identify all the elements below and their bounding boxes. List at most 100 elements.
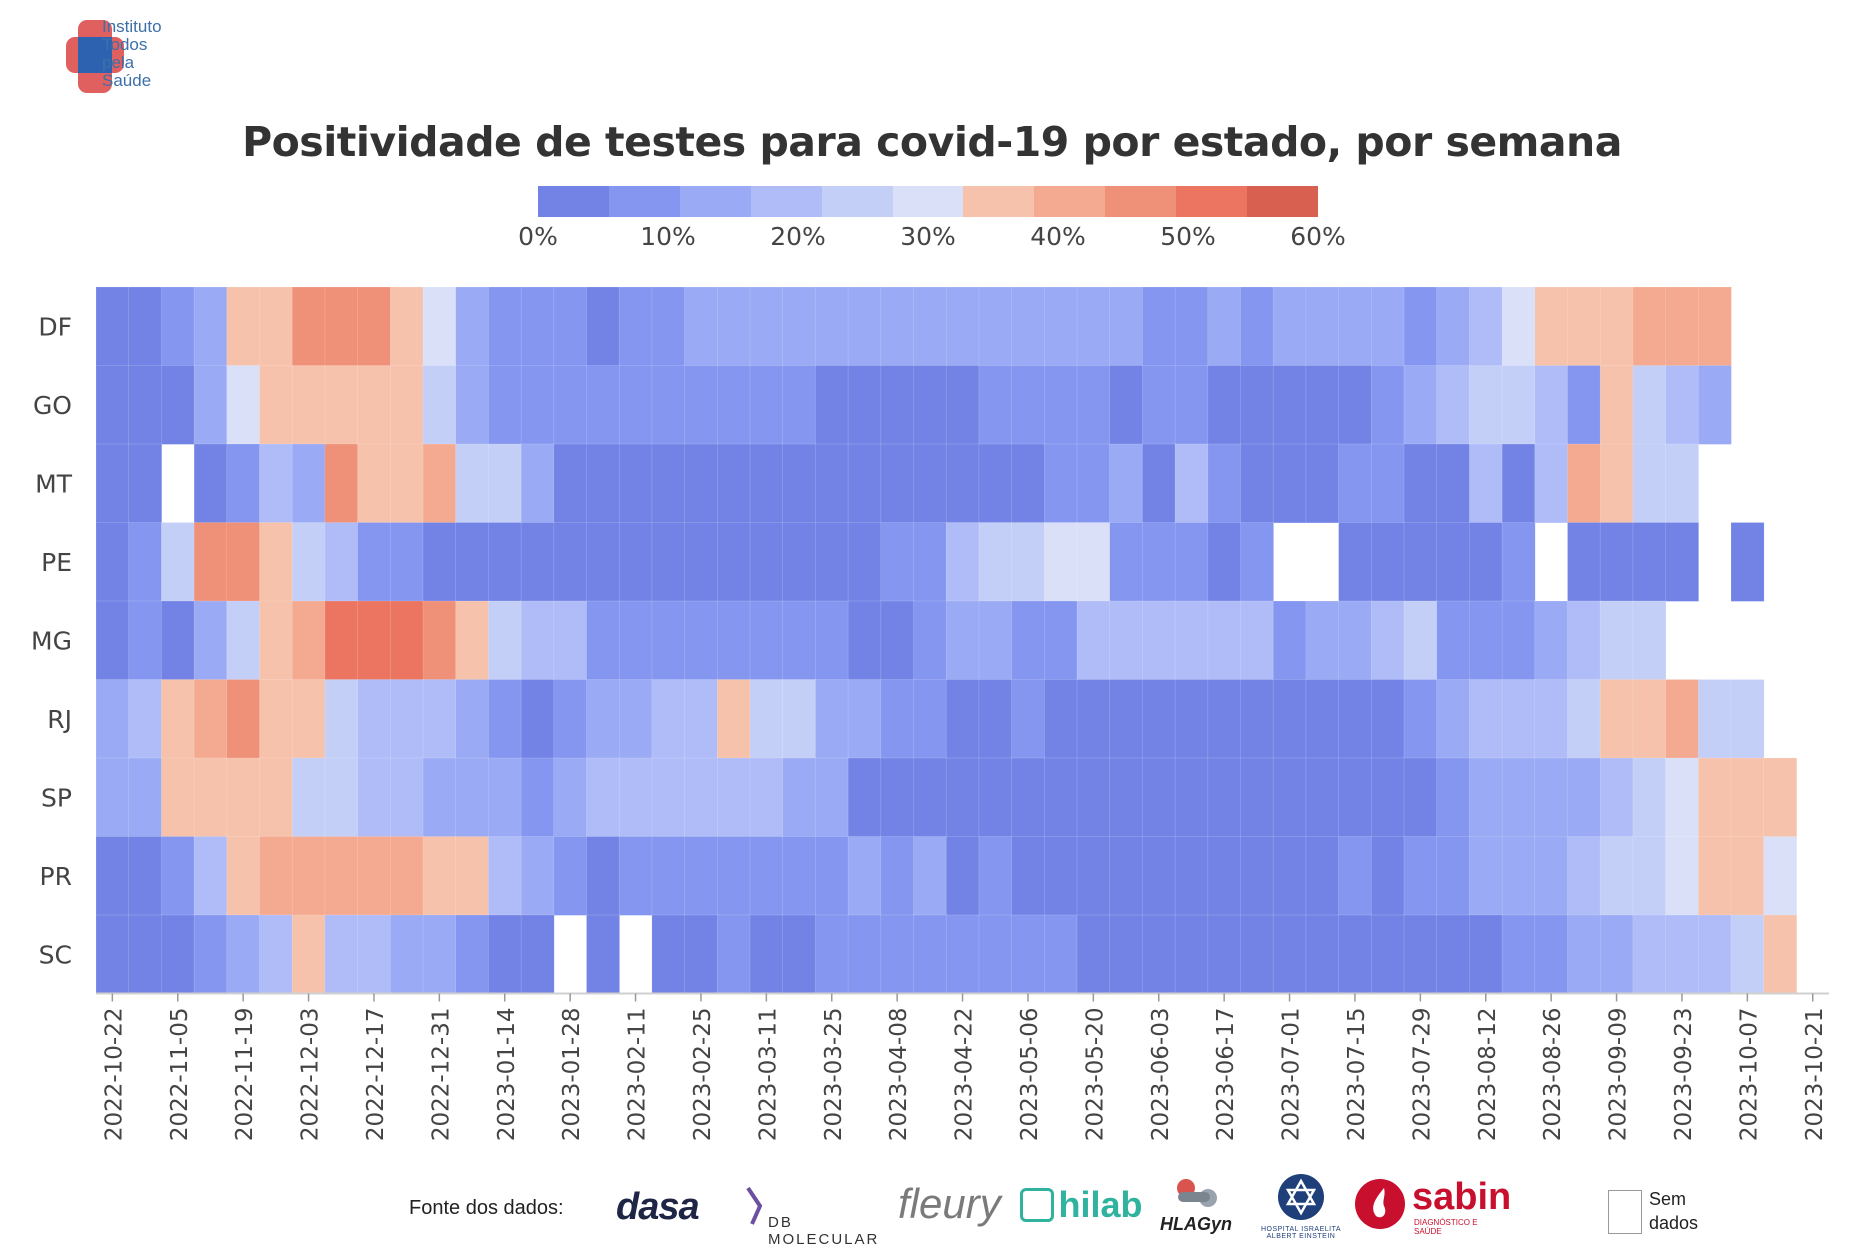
heatmap-cell	[357, 679, 392, 759]
heatmap-cell	[1436, 522, 1471, 602]
heatmap-cell	[1174, 757, 1209, 838]
heatmap-cell	[1174, 443, 1209, 524]
heatmap-cell	[128, 836, 163, 916]
heatmap-cell	[1207, 836, 1242, 916]
heatmap-cell	[455, 679, 490, 759]
x-tick-label: 2023-08-12	[1475, 1008, 1501, 1142]
heatmap-cell	[1011, 757, 1045, 838]
heatmap-cell	[1338, 600, 1372, 681]
heatmap-cell	[1501, 914, 1536, 995]
heatmap-cell	[389, 757, 424, 838]
heatmap-cell	[226, 836, 261, 916]
heatmap-cell	[1142, 286, 1176, 367]
heatmap-cell	[1371, 600, 1405, 681]
heatmap-cell	[945, 600, 980, 681]
instituto-todos-pela-saude-logo	[66, 20, 124, 93]
heatmap-cell	[553, 443, 588, 524]
heatmap-cell	[1142, 757, 1176, 838]
heatmap-cell	[128, 914, 163, 995]
heatmap-cell	[1599, 522, 1634, 602]
heatmap-cell	[1272, 600, 1307, 681]
heatmap-cell	[553, 600, 588, 681]
heatmap-cell	[357, 757, 392, 838]
heatmap-cell	[1044, 757, 1078, 838]
heatmap-cell	[128, 522, 163, 602]
x-tick-label: 2022-12-31	[428, 1008, 454, 1142]
heatmap-cell	[422, 600, 457, 681]
colorbar-tick-label: 60%	[1290, 222, 1346, 251]
heatmap-cell	[749, 836, 784, 916]
x-tick-label: 2023-02-11	[625, 1008, 651, 1142]
heatmap-cell	[716, 443, 751, 524]
heatmap-cell	[291, 757, 326, 838]
colorbar-segment	[892, 186, 964, 217]
heatmap-cell	[1371, 365, 1405, 445]
heatmap-cell	[1665, 836, 1699, 916]
heatmap-cell	[259, 679, 293, 759]
star-of-david-icon	[1278, 1174, 1324, 1220]
heatmap-cell	[782, 443, 817, 524]
heatmap-cell	[291, 679, 326, 759]
heatmap-cell	[226, 757, 261, 838]
heatmap-cell	[1436, 914, 1471, 995]
heatmap-cell	[161, 914, 195, 995]
heatmap-cell	[1665, 286, 1699, 367]
heatmap-cell	[1109, 365, 1144, 445]
heatmap-cell	[291, 443, 326, 524]
heatmap-cell	[1599, 836, 1634, 916]
heatmap-cell	[651, 286, 686, 367]
heatmap-cell	[880, 914, 915, 995]
heatmap-cell	[1501, 600, 1536, 681]
heatmap-cell	[1665, 757, 1699, 838]
heatmap-cell	[1534, 757, 1569, 838]
heatmap-cell	[1305, 914, 1340, 995]
heatmap-cell	[815, 600, 849, 681]
x-tick-label: 2022-10-22	[101, 1008, 127, 1142]
colorbar-segment	[1247, 186, 1318, 217]
heatmap-cell	[847, 443, 882, 524]
heatmap-cell	[1632, 836, 1667, 916]
heatmap-cell	[1109, 522, 1144, 602]
heatmap-cell	[193, 914, 228, 995]
heatmap-cell	[1142, 914, 1176, 995]
colorbar-segment	[608, 186, 680, 217]
heatmap-cell	[95, 286, 130, 367]
heatmap-cell	[1240, 679, 1274, 759]
heatmap-cell	[945, 365, 980, 445]
heatmap-cell	[1240, 836, 1274, 916]
heatmap-cell	[815, 757, 849, 838]
heatmap-cell	[259, 836, 293, 916]
heatmap-cell	[1371, 443, 1405, 524]
heatmap-cell	[1599, 914, 1634, 995]
heatmap-cell	[1174, 365, 1209, 445]
heatmap-cell	[95, 836, 130, 916]
heatmap-cell	[684, 757, 718, 838]
heatmap-cell	[357, 522, 392, 602]
heatmap-cell	[782, 365, 817, 445]
heatmap-cell	[1338, 443, 1372, 524]
x-tick-label: 2022-12-03	[298, 1008, 324, 1142]
heatmap-cell	[357, 443, 392, 524]
heatmap-cell	[161, 757, 195, 838]
heatmap-cell	[1207, 365, 1242, 445]
heatmap-cell	[259, 600, 293, 681]
heatmap-cell	[324, 286, 359, 367]
heatmap-cell	[1371, 914, 1405, 995]
heatmap-cell	[716, 836, 751, 916]
heatmap-cell	[945, 286, 980, 367]
heatmap-cell	[1305, 679, 1340, 759]
heatmap-cell	[1044, 679, 1078, 759]
heatmap-cell	[422, 522, 457, 602]
heatmap-cell	[1730, 836, 1765, 916]
heatmap-cell	[716, 365, 751, 445]
heatmap-cell	[1272, 365, 1307, 445]
heatmap-cell	[1567, 679, 1601, 759]
x-tick-label: 2023-03-11	[755, 1008, 781, 1142]
heatmap-cell	[1469, 914, 1503, 995]
x-tick-label: 2023-07-29	[1409, 1008, 1435, 1142]
heatmap-cell	[1403, 600, 1438, 681]
row-label-mg: MG	[31, 626, 72, 655]
heatmap-cell	[488, 757, 522, 838]
heatmap-cell	[651, 522, 686, 602]
heatmap-cell	[1044, 914, 1078, 995]
